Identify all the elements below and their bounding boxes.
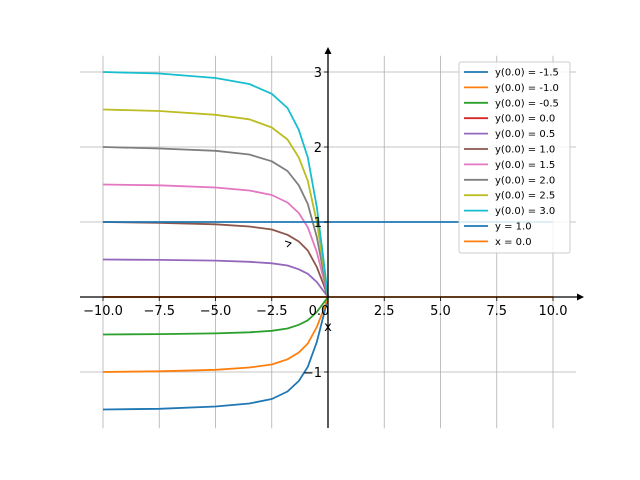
series-line-5	[102, 221, 329, 298]
legend-entry-label: y = 1.0	[495, 222, 532, 233]
tick-labels: −10.0 −7.5 −5.0 −2.5 0.0 2.5 5.0 7.5 10.0 −1 1 2 3	[83, 66, 567, 381]
legend-entry-label: y(0.0) = -1.0	[495, 83, 559, 94]
x-tick-label: 10.0	[539, 304, 568, 319]
y-tick-label: 3	[314, 66, 322, 81]
x-tick-label: −10.0	[83, 304, 123, 319]
series-line-8	[102, 108, 329, 298]
legend: y(0.0) = -1.5 y(0.0) = -1.0 y(0.0) = -0.5 y…	[458, 61, 571, 254]
legend-entry-label: y(0.0) = 0.0	[495, 114, 555, 125]
x-axis-arrow	[577, 293, 584, 301]
x-tick-label: 2.5	[374, 304, 395, 319]
legend-entry-label: y(0.0) = 0.5	[495, 129, 555, 140]
series-line-7	[102, 146, 329, 298]
x-tick-label: −2.5	[256, 304, 288, 319]
x-tick-label: 7.5	[486, 304, 507, 319]
legend-entry-label: y(0.0) = 1.0	[495, 145, 555, 156]
x-tick-label: −5.0	[200, 304, 232, 319]
series-line-0	[102, 296, 329, 411]
series-line-2	[102, 296, 329, 336]
legend-entry-label: x = 0.0	[495, 237, 532, 248]
x-tick-label: −7.5	[143, 304, 175, 319]
annotation	[284, 240, 292, 248]
y-tick-label: −1	[303, 366, 322, 381]
y-tick-label: 2	[314, 141, 322, 156]
series-line-9	[102, 71, 329, 298]
series-line-1	[102, 296, 329, 373]
legend-entry-label: y(0.0) = 3.0	[495, 206, 555, 217]
legend-box	[458, 61, 571, 254]
legend-entry-label: y(0.0) = 1.5	[495, 160, 555, 171]
direction-chevron-icon	[284, 240, 292, 248]
x-axis-label: x	[324, 320, 332, 335]
y-tick-label: 1	[314, 216, 322, 231]
x-tick-label: 0.0	[309, 304, 330, 319]
series-line-4	[102, 258, 329, 298]
series-line-6	[102, 183, 329, 298]
legend-entry-label: y(0.0) = 2.5	[495, 191, 555, 202]
x-tick-label: 5.0	[430, 304, 451, 319]
y-axis-arrow	[324, 47, 332, 54]
legend-entry-label: y(0.0) = -1.5	[495, 68, 559, 79]
legend-entry-label: y(0.0) = 2.0	[495, 175, 555, 186]
legend-entry-label: y(0.0) = -0.5	[495, 98, 559, 109]
